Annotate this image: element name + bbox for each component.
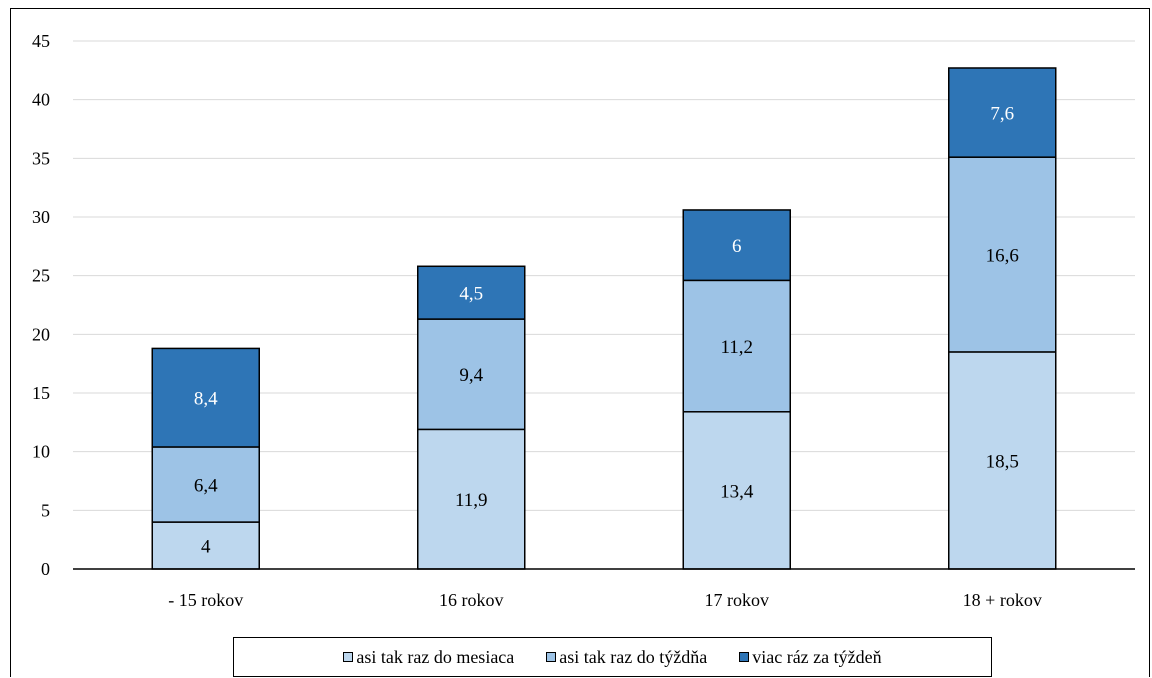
chart-frame: 0 5 10 15 20 25 30 35 40 45 4 6,4 8,4 - 15 rokov 11,9 9… [10, 8, 1150, 677]
legend-label: asi tak raz do týždňa [559, 646, 708, 667]
y-tick-label: 35 [32, 148, 50, 168]
y-tick-label: 10 [32, 442, 50, 462]
y-tick-label: 45 [32, 31, 50, 51]
data-label: 8,4 [194, 389, 218, 410]
bar-segment [948, 67, 1057, 158]
bar-segment [948, 351, 1057, 570]
legend-swatch [546, 652, 557, 662]
data-label: 7,6 [990, 104, 1014, 125]
y-tick-label: 40 [32, 90, 50, 110]
x-tick-label: 16 rokov [439, 590, 504, 610]
data-label: 6,4 [194, 476, 218, 497]
clipped-header-title-strip [0, 0, 1152, 14]
bar-segment [417, 265, 526, 320]
bar-segment [417, 318, 526, 431]
bar-segment [948, 156, 1057, 353]
y-tick-label: 25 [32, 266, 50, 286]
legend-label: viac ráz za týždeň [752, 646, 882, 667]
chart-legend: asi tak raz do mesiaca asi tak raz do týž… [233, 637, 992, 677]
data-label: 9,4 [459, 365, 483, 386]
data-label: 16,6 [986, 246, 1019, 267]
data-label: 18,5 [986, 451, 1019, 472]
legend-label: asi tak raz do mesiaca [356, 646, 515, 667]
data-label: 4,5 [459, 284, 483, 305]
x-tick-label: - 15 rokov [168, 590, 243, 610]
bar-segment [682, 209, 791, 282]
bar-segment [151, 347, 260, 448]
data-label: 6 [732, 236, 742, 257]
y-tick-label: 30 [32, 207, 50, 227]
bar-segment [417, 428, 526, 570]
x-tick-label: 18 + rokov [963, 590, 1042, 610]
data-label: 13,4 [720, 481, 754, 502]
bar-segment [151, 521, 260, 570]
data-label: 11,9 [455, 490, 488, 511]
legend-item: viac ráz za týždeň [739, 646, 882, 668]
x-tick-label: 17 rokov [705, 590, 770, 610]
y-tick-label: 0 [41, 559, 50, 579]
bar-segment [151, 446, 260, 523]
legend-item: asi tak raz do mesiaca [343, 647, 514, 668]
y-tick-label: 15 [32, 383, 50, 403]
legend-swatch [739, 652, 750, 662]
legend-swatch [343, 652, 354, 662]
legend-item: asi tak raz do týždňa [546, 647, 707, 668]
data-label: 4 [201, 537, 211, 558]
stacked-bar-chart: 0 5 10 15 20 25 30 35 40 45 4 6,4 8,4 - 15 rokov 11,9 9… [32, 31, 1135, 610]
y-tick-label: 20 [32, 324, 50, 344]
y-tick-label: 5 [41, 500, 50, 520]
data-label: 11,2 [720, 337, 753, 358]
